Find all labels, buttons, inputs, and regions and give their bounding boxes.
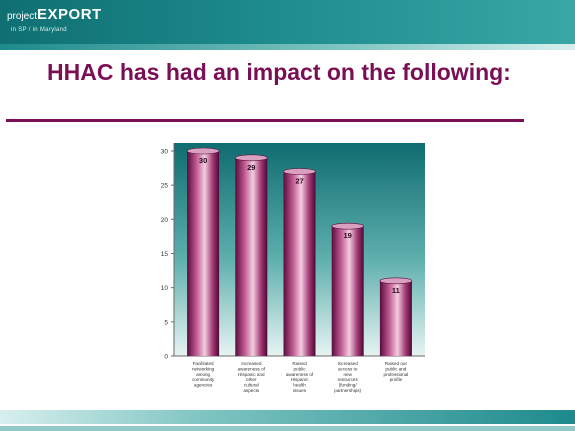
brand-subtitle: in SP / in Maryland: [11, 27, 67, 33]
slide-title: HHAC has had an impact on the following:: [47, 59, 511, 85]
y-tick-label: 25: [161, 183, 169, 190]
title-underline: [6, 119, 524, 122]
bar-chart-svg: 0 5 10 15 20 25 30 30 29 27 19 11 Facilitated netwo…: [161, 143, 425, 393]
y-tick-label: 0: [164, 354, 168, 361]
x-category-label: Raised our public and professional profile: [384, 361, 409, 382]
footer-line: [0, 426, 575, 431]
bar-cap: [283, 168, 316, 175]
y-tick-label: 20: [161, 217, 169, 224]
bar: [379, 280, 412, 356]
bar-cap: [331, 222, 364, 230]
bar-value-label: 27: [295, 177, 303, 186]
bar-value-label: 19: [344, 231, 352, 240]
x-category-label: Increased awareness of Hispanic and other cu…: [238, 361, 266, 393]
bar-group: 27: [283, 168, 316, 356]
x-category-label: Raised public awareness of Hispanic health is…: [286, 361, 314, 393]
brand-logo: projectEXPORT: [7, 7, 102, 23]
chart: 0 5 10 15 20 25 30 30 29 27 19 11 Facilitated netwo…: [140, 139, 430, 404]
y-tick-label: 5: [164, 319, 168, 326]
bar-value-label: 29: [247, 163, 255, 172]
x-category-label: Facilitated networking among community agenc…: [192, 361, 215, 388]
bar: [331, 226, 364, 356]
bar-group: 19: [331, 222, 364, 356]
bar: [235, 157, 268, 356]
bar-cap: [186, 147, 220, 155]
y-ticks: 0 5 10 15 20 25 30: [161, 149, 174, 361]
footer-band: [0, 410, 575, 424]
header-strip: [0, 44, 575, 50]
bar: [283, 171, 316, 356]
bar-group: 30: [186, 147, 220, 356]
bars: 30 29 27 19 11: [186, 147, 413, 356]
x-category-label: Increased access to new resources (funding/p…: [334, 361, 361, 393]
y-tick-label: 10: [161, 285, 169, 292]
x-labels: Facilitated networking among community agenc…: [192, 361, 408, 393]
bar-value-label: 30: [199, 156, 207, 165]
bar-group: 29: [235, 154, 268, 356]
brand-main: EXPORT: [37, 6, 102, 23]
bar-value-label: 11: [392, 286, 400, 295]
bar-cap: [379, 277, 413, 285]
bar: [187, 151, 220, 356]
y-tick-label: 15: [161, 251, 169, 258]
y-tick-label: 30: [161, 149, 169, 156]
brand-prefix: project: [7, 11, 38, 22]
bar-group: 11: [379, 277, 413, 356]
header-band: [0, 0, 575, 44]
bar-cap: [235, 154, 268, 162]
